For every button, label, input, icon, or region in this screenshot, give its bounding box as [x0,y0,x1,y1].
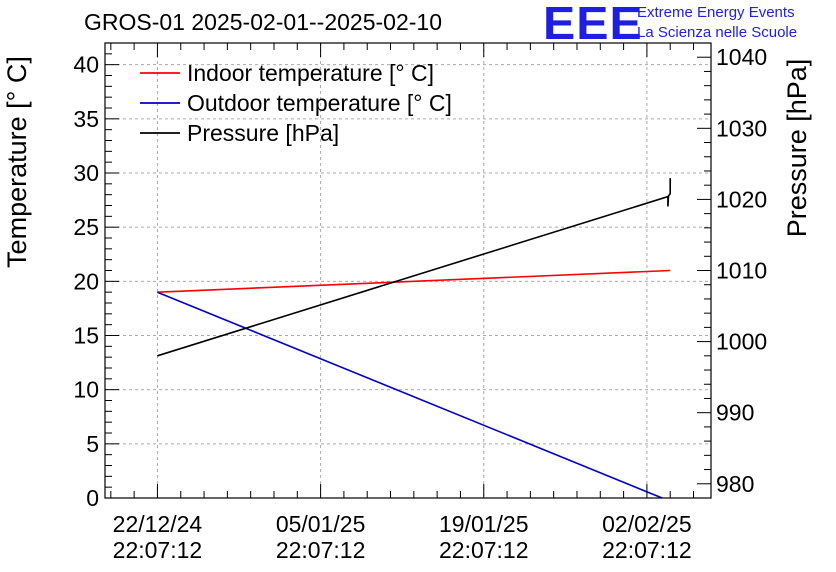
axis-ticks [105,42,711,499]
y-tick-label: 25 [73,214,99,240]
legend-label: Outdoor temperature [° C] [187,90,452,116]
y2-tick-label: 1040 [716,44,767,70]
logo-subtitle-line1: Extreme Energy Events [637,4,795,21]
y2-tick-label: 1000 [716,329,767,355]
y-tick-label: 10 [73,377,99,403]
legend-label: Indoor temperature [° C] [187,60,434,86]
legend-label: Pressure [hPa] [187,120,339,146]
y2-tick-label: 1010 [716,258,767,284]
x-tick-label: 22:07:12 [276,537,366,563]
chart-title: GROS-01 2025-02-01--2025-02-10 [84,9,442,35]
y2-tick-label: 980 [716,471,754,497]
x-tick-label: 02/02/25 [602,511,692,537]
series-line-1 [157,291,663,499]
y-tick-label: 30 [73,160,99,186]
tick-labels: 22/12/2422:07:1205/01/2522:07:1219/01/25… [73,44,767,563]
y-axis-label: Temperature [° C] [2,56,32,268]
logo-subtitle-line2: La Scienza nelle Scuole [637,24,798,41]
x-tick-label: 05/01/25 [276,511,366,537]
series-lines [157,178,672,499]
x-tick-label: 22:07:12 [439,537,529,563]
y2-axis-label: Pressure [hPa] [782,59,812,238]
y-tick-label: 20 [73,268,99,294]
y2-tick-label: 990 [716,400,754,426]
y-tick-label: 15 [73,323,99,349]
x-tick-label: 22:07:12 [602,537,692,563]
y-tick-label: 35 [73,106,99,132]
x-tick-label: 19/01/25 [439,511,529,537]
y-tick-label: 0 [86,485,99,511]
series-line-2 [157,178,672,357]
y-tick-label: 5 [86,431,99,457]
series-line-0 [157,269,671,293]
eee-logo: EEE [543,0,643,49]
y2-tick-label: 1030 [716,115,767,141]
y2-tick-label: 1020 [716,186,767,212]
legend: Indoor temperature [° C] Outdoor temperat… [140,60,452,146]
x-tick-label: 22/12/24 [113,511,203,537]
y-tick-label: 40 [73,52,99,78]
x-tick-label: 22:07:12 [113,537,203,563]
